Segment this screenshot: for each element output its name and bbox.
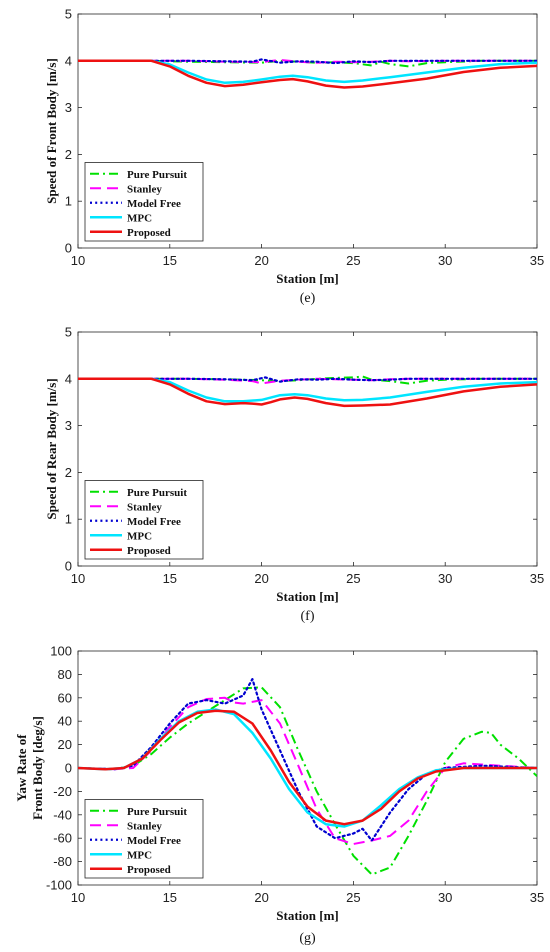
x-tick-label: 15 <box>163 571 177 586</box>
y-tick-label: -80 <box>53 854 72 869</box>
y-tick-label: 4 <box>65 53 72 68</box>
series-line-proposed <box>78 377 537 408</box>
legend-label: Proposed <box>127 227 171 239</box>
x-tick-label: 10 <box>71 571 85 586</box>
series-group <box>78 375 537 408</box>
y-axis-label: Yaw Rate ofFront Body [deg/s] <box>14 716 45 820</box>
y-tick-label: 100 <box>50 644 72 659</box>
series-line-pure-pursuit <box>78 686 537 876</box>
y-axis-label-line: Yaw Rate of <box>14 734 29 802</box>
y-tick-label: 0 <box>65 761 72 776</box>
legend-label: Stanley <box>127 183 162 195</box>
legend-label: Proposed <box>127 864 171 876</box>
legend-box <box>84 162 204 242</box>
legend-box <box>84 799 204 879</box>
y-tick-label: 1 <box>65 194 72 209</box>
x-tick-label: 25 <box>346 890 360 905</box>
series-line-mpc <box>78 59 537 85</box>
x-tick-label: 35 <box>530 890 544 905</box>
legend-label: Stanley <box>127 820 162 832</box>
y-tick-label: -20 <box>53 784 72 799</box>
figure-caption: (g) <box>299 931 316 946</box>
legend-label: Pure Pursuit <box>127 806 187 818</box>
series-line-mpc <box>78 377 537 403</box>
x-axis-label: Station [m] <box>276 908 338 923</box>
y-tick-label: -100 <box>46 878 72 893</box>
legend-label: MPC <box>127 530 152 542</box>
x-tick-label: 25 <box>346 253 360 268</box>
legend-label: Model Free <box>127 198 181 210</box>
legend-label: Proposed <box>127 545 171 557</box>
series-line-model-free <box>78 58 537 65</box>
y-axis-label-line: Front Body [deg/s] <box>30 716 45 820</box>
series-line-model-free <box>78 376 537 383</box>
chart-panel-0: 10 15 20 25 30 35 0 1 2 3 4 5 Station [m] Speed of Fr… <box>44 7 544 307</box>
x-tick-label: 25 <box>346 571 360 586</box>
x-tick-label: 15 <box>163 890 177 905</box>
series-group <box>78 677 537 876</box>
y-tick-label: 40 <box>58 714 72 729</box>
x-tick-label: 10 <box>71 890 85 905</box>
y-tick-label: -40 <box>53 807 72 822</box>
series-group <box>78 58 537 89</box>
legend-label: MPC <box>127 849 152 861</box>
chart-panel-2: 10 15 20 25 30 35 -100 -80 -60 -40 -20 0 20 40 60 80 100… <box>14 644 544 947</box>
legend-label: MPC <box>127 212 152 224</box>
series-line-pure-pursuit <box>78 59 537 68</box>
x-axis-label: Station [m] <box>276 589 338 604</box>
x-tick-label: 30 <box>438 253 452 268</box>
series-line-stanley <box>78 696 537 845</box>
y-tick-label: 2 <box>65 147 72 162</box>
x-tick-label: 35 <box>530 571 544 586</box>
x-tick-label: 30 <box>438 571 452 586</box>
y-axis-label: Speed of Rear Body [m/s] <box>44 378 59 519</box>
y-tick-label: 20 <box>58 737 72 752</box>
x-tick-label: 10 <box>71 253 85 268</box>
figure-caption: (f) <box>301 609 315 624</box>
legend-label: Pure Pursuit <box>127 169 187 181</box>
y-tick-label: 80 <box>58 667 72 682</box>
legend-label: Model Free <box>127 516 181 528</box>
x-tick-label: 15 <box>163 253 177 268</box>
x-tick-label: 30 <box>438 890 452 905</box>
y-tick-label: 3 <box>65 418 72 433</box>
chart-panel-1: 10 15 20 25 30 35 0 1 2 3 4 5 Station [m] Speed of Re… <box>44 325 544 625</box>
legend-label: Model Free <box>127 835 181 847</box>
x-tick-label: 20 <box>254 571 268 586</box>
x-tick-label: 35 <box>530 253 544 268</box>
y-axis-label: Speed of Front Body [m/s] <box>44 58 59 204</box>
y-tick-label: 3 <box>65 100 72 115</box>
legend-label: Stanley <box>127 501 162 513</box>
y-tick-label: 4 <box>65 371 72 386</box>
x-axis-label: Station [m] <box>276 271 338 286</box>
legend-label: Pure Pursuit <box>127 487 187 499</box>
x-tick-label: 20 <box>254 253 268 268</box>
y-tick-label: -60 <box>53 831 72 846</box>
series-line-model-free <box>78 677 537 842</box>
y-tick-label: 2 <box>65 465 72 480</box>
series-line-proposed <box>78 709 537 826</box>
y-tick-label: 0 <box>65 559 72 574</box>
legend-box <box>84 480 204 560</box>
y-tick-label: 1 <box>65 512 72 527</box>
y-tick-label: 5 <box>65 7 72 22</box>
x-tick-label: 20 <box>254 890 268 905</box>
y-tick-label: 60 <box>58 690 72 705</box>
y-tick-label: 0 <box>65 241 72 256</box>
y-tick-label: 5 <box>65 325 72 340</box>
series-line-proposed <box>78 59 537 89</box>
figure-caption: (e) <box>300 291 316 306</box>
